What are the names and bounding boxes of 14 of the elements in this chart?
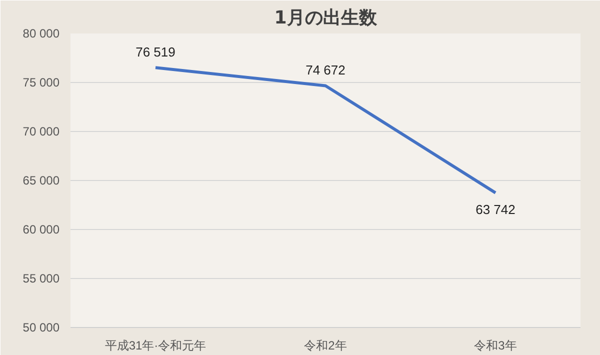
data-label: 63 742 [476, 202, 516, 217]
x-tick-label: 令和3年 [474, 338, 517, 352]
data-label: 76 519 [136, 44, 176, 60]
y-tick-label: 55 000 [22, 272, 60, 286]
y-tick-label: 80 000 [22, 26, 60, 40]
y-tick-label: 60 000 [22, 222, 60, 236]
x-tick-label: 平成31年·令和元年 [104, 338, 206, 352]
x-tick-label: 令和2年 [304, 338, 347, 352]
data-label: 74 672 [306, 62, 346, 78]
y-tick-label: 75 000 [22, 76, 60, 90]
chart-title: 1月の出生数 [274, 8, 378, 28]
y-tick-label: 65 000 [22, 174, 60, 188]
y-tick-label: 70 000 [22, 124, 60, 138]
y-tick-label: 50 000 [22, 320, 60, 334]
